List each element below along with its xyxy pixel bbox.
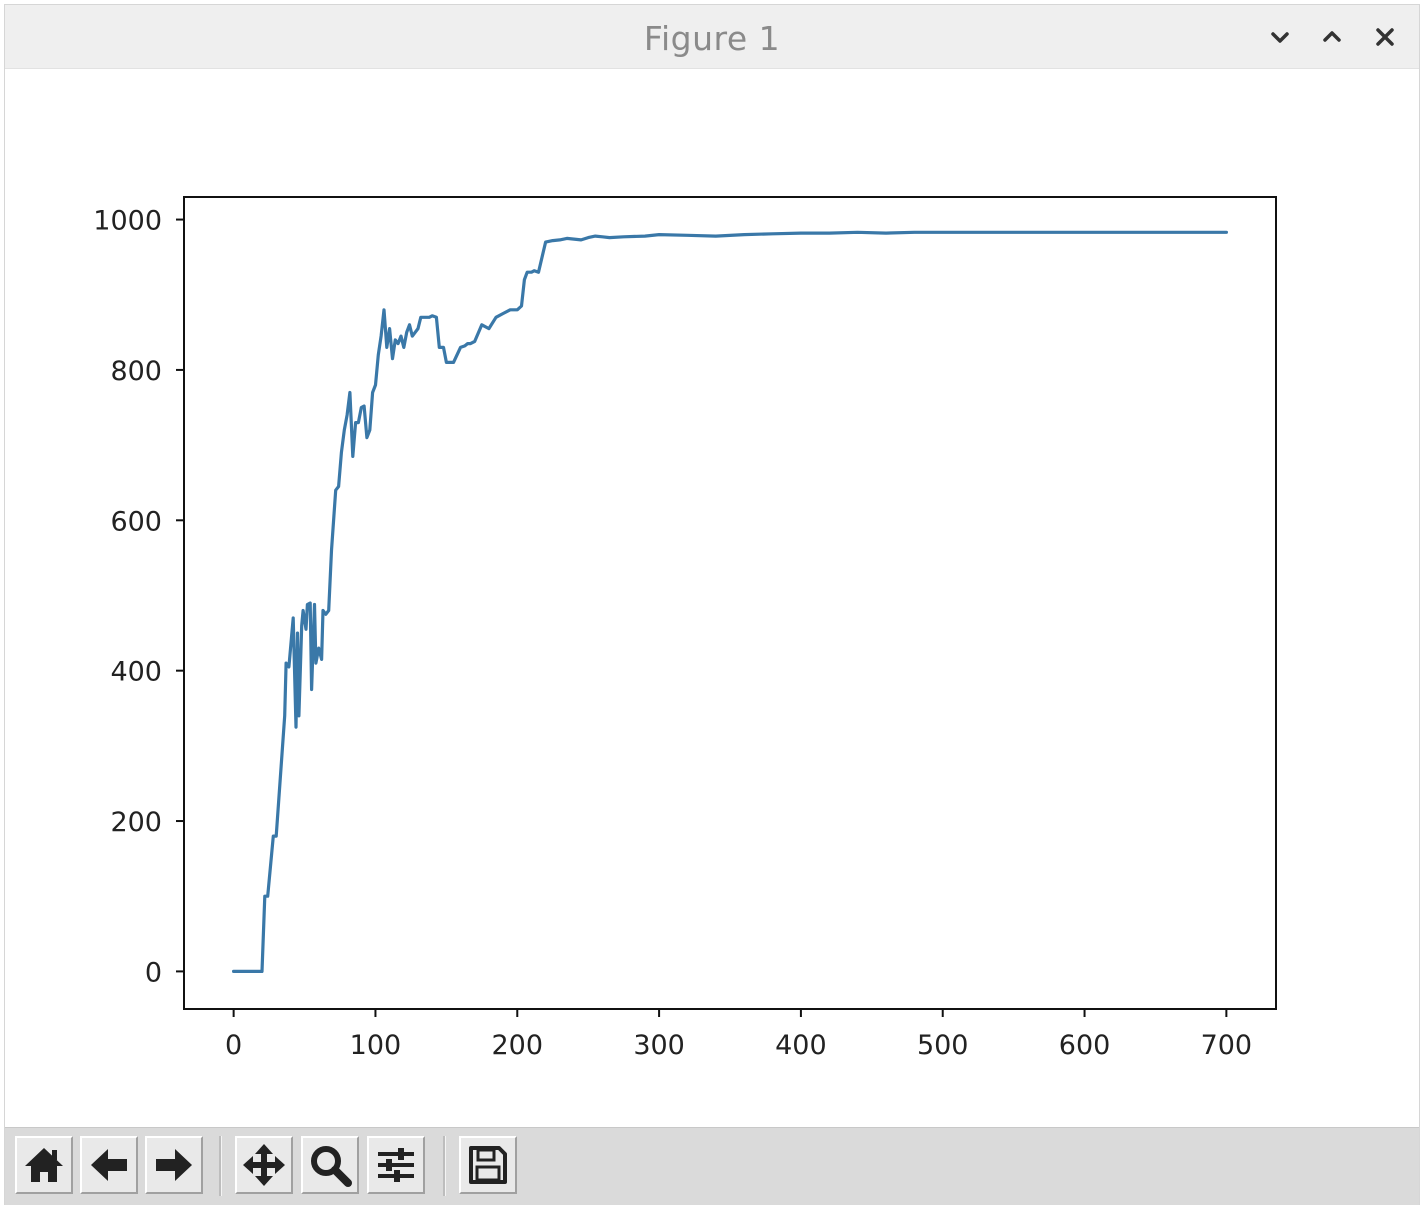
x-tick-label: 0 bbox=[225, 1030, 242, 1061]
configure-subplots-button[interactable] bbox=[367, 1136, 425, 1194]
pan-button[interactable] bbox=[235, 1136, 293, 1194]
plot-canvas[interactable]: 0 100 200 300 400 500 600 700 0 200 400 600 800 1000 bbox=[5, 69, 1421, 1127]
back-button[interactable] bbox=[80, 1136, 138, 1194]
home-button[interactable] bbox=[15, 1136, 73, 1194]
sliders-icon bbox=[378, 1148, 414, 1182]
minimize-button[interactable] bbox=[1264, 21, 1296, 53]
x-tick-label: 500 bbox=[917, 1030, 969, 1061]
series-line bbox=[232, 230, 1229, 974]
x-tick-label: 400 bbox=[775, 1030, 827, 1061]
maximize-button[interactable] bbox=[1316, 21, 1348, 53]
window-title: Figure 1 bbox=[643, 19, 781, 58]
axes-frame bbox=[183, 196, 1277, 1010]
close-icon bbox=[1376, 28, 1394, 46]
series-layer bbox=[232, 230, 1229, 974]
home-icon bbox=[25, 1148, 63, 1182]
x-tick-label: 100 bbox=[350, 1030, 402, 1061]
magnifier-icon bbox=[311, 1146, 352, 1187]
title-bar[interactable]: Figure 1 bbox=[5, 5, 1419, 69]
figure-window: Figure 1 0 100 200 300 400 500 600 700 0 200 400 60… bbox=[4, 4, 1420, 1205]
move-arrows-icon bbox=[243, 1144, 285, 1186]
zoom-button[interactable] bbox=[301, 1136, 359, 1194]
y-tick-label: 1000 bbox=[93, 206, 162, 237]
y-tick-label: 400 bbox=[110, 657, 162, 688]
y-tick-label: 200 bbox=[110, 807, 162, 838]
axis-ticks: 0 100 200 300 400 500 600 700 0 200 400 600 800 1000 bbox=[93, 206, 1252, 1061]
toolbar-separator bbox=[443, 1136, 446, 1196]
x-tick-label: 700 bbox=[1201, 1030, 1253, 1061]
close-button[interactable] bbox=[1369, 21, 1401, 53]
y-tick-label: 800 bbox=[110, 356, 162, 387]
navigation-toolbar bbox=[5, 1127, 1419, 1205]
x-tick-label: 600 bbox=[1059, 1030, 1111, 1061]
arrow-right-icon bbox=[156, 1149, 192, 1181]
y-tick-label: 0 bbox=[145, 957, 162, 988]
chevron-up-icon bbox=[1323, 31, 1341, 42]
floppy-disk-icon bbox=[469, 1146, 507, 1184]
x-tick-label: 300 bbox=[633, 1030, 685, 1061]
y-tick-label: 600 bbox=[110, 506, 162, 537]
forward-button[interactable] bbox=[145, 1136, 203, 1194]
toolbar-separator bbox=[219, 1136, 222, 1196]
save-button[interactable] bbox=[459, 1136, 517, 1194]
arrow-left-icon bbox=[91, 1149, 127, 1181]
chevron-down-icon bbox=[1271, 32, 1289, 43]
x-tick-label: 200 bbox=[491, 1030, 543, 1061]
line-chart: 0 100 200 300 400 500 600 700 0 200 400 600 800 1000 bbox=[93, 196, 1277, 1061]
